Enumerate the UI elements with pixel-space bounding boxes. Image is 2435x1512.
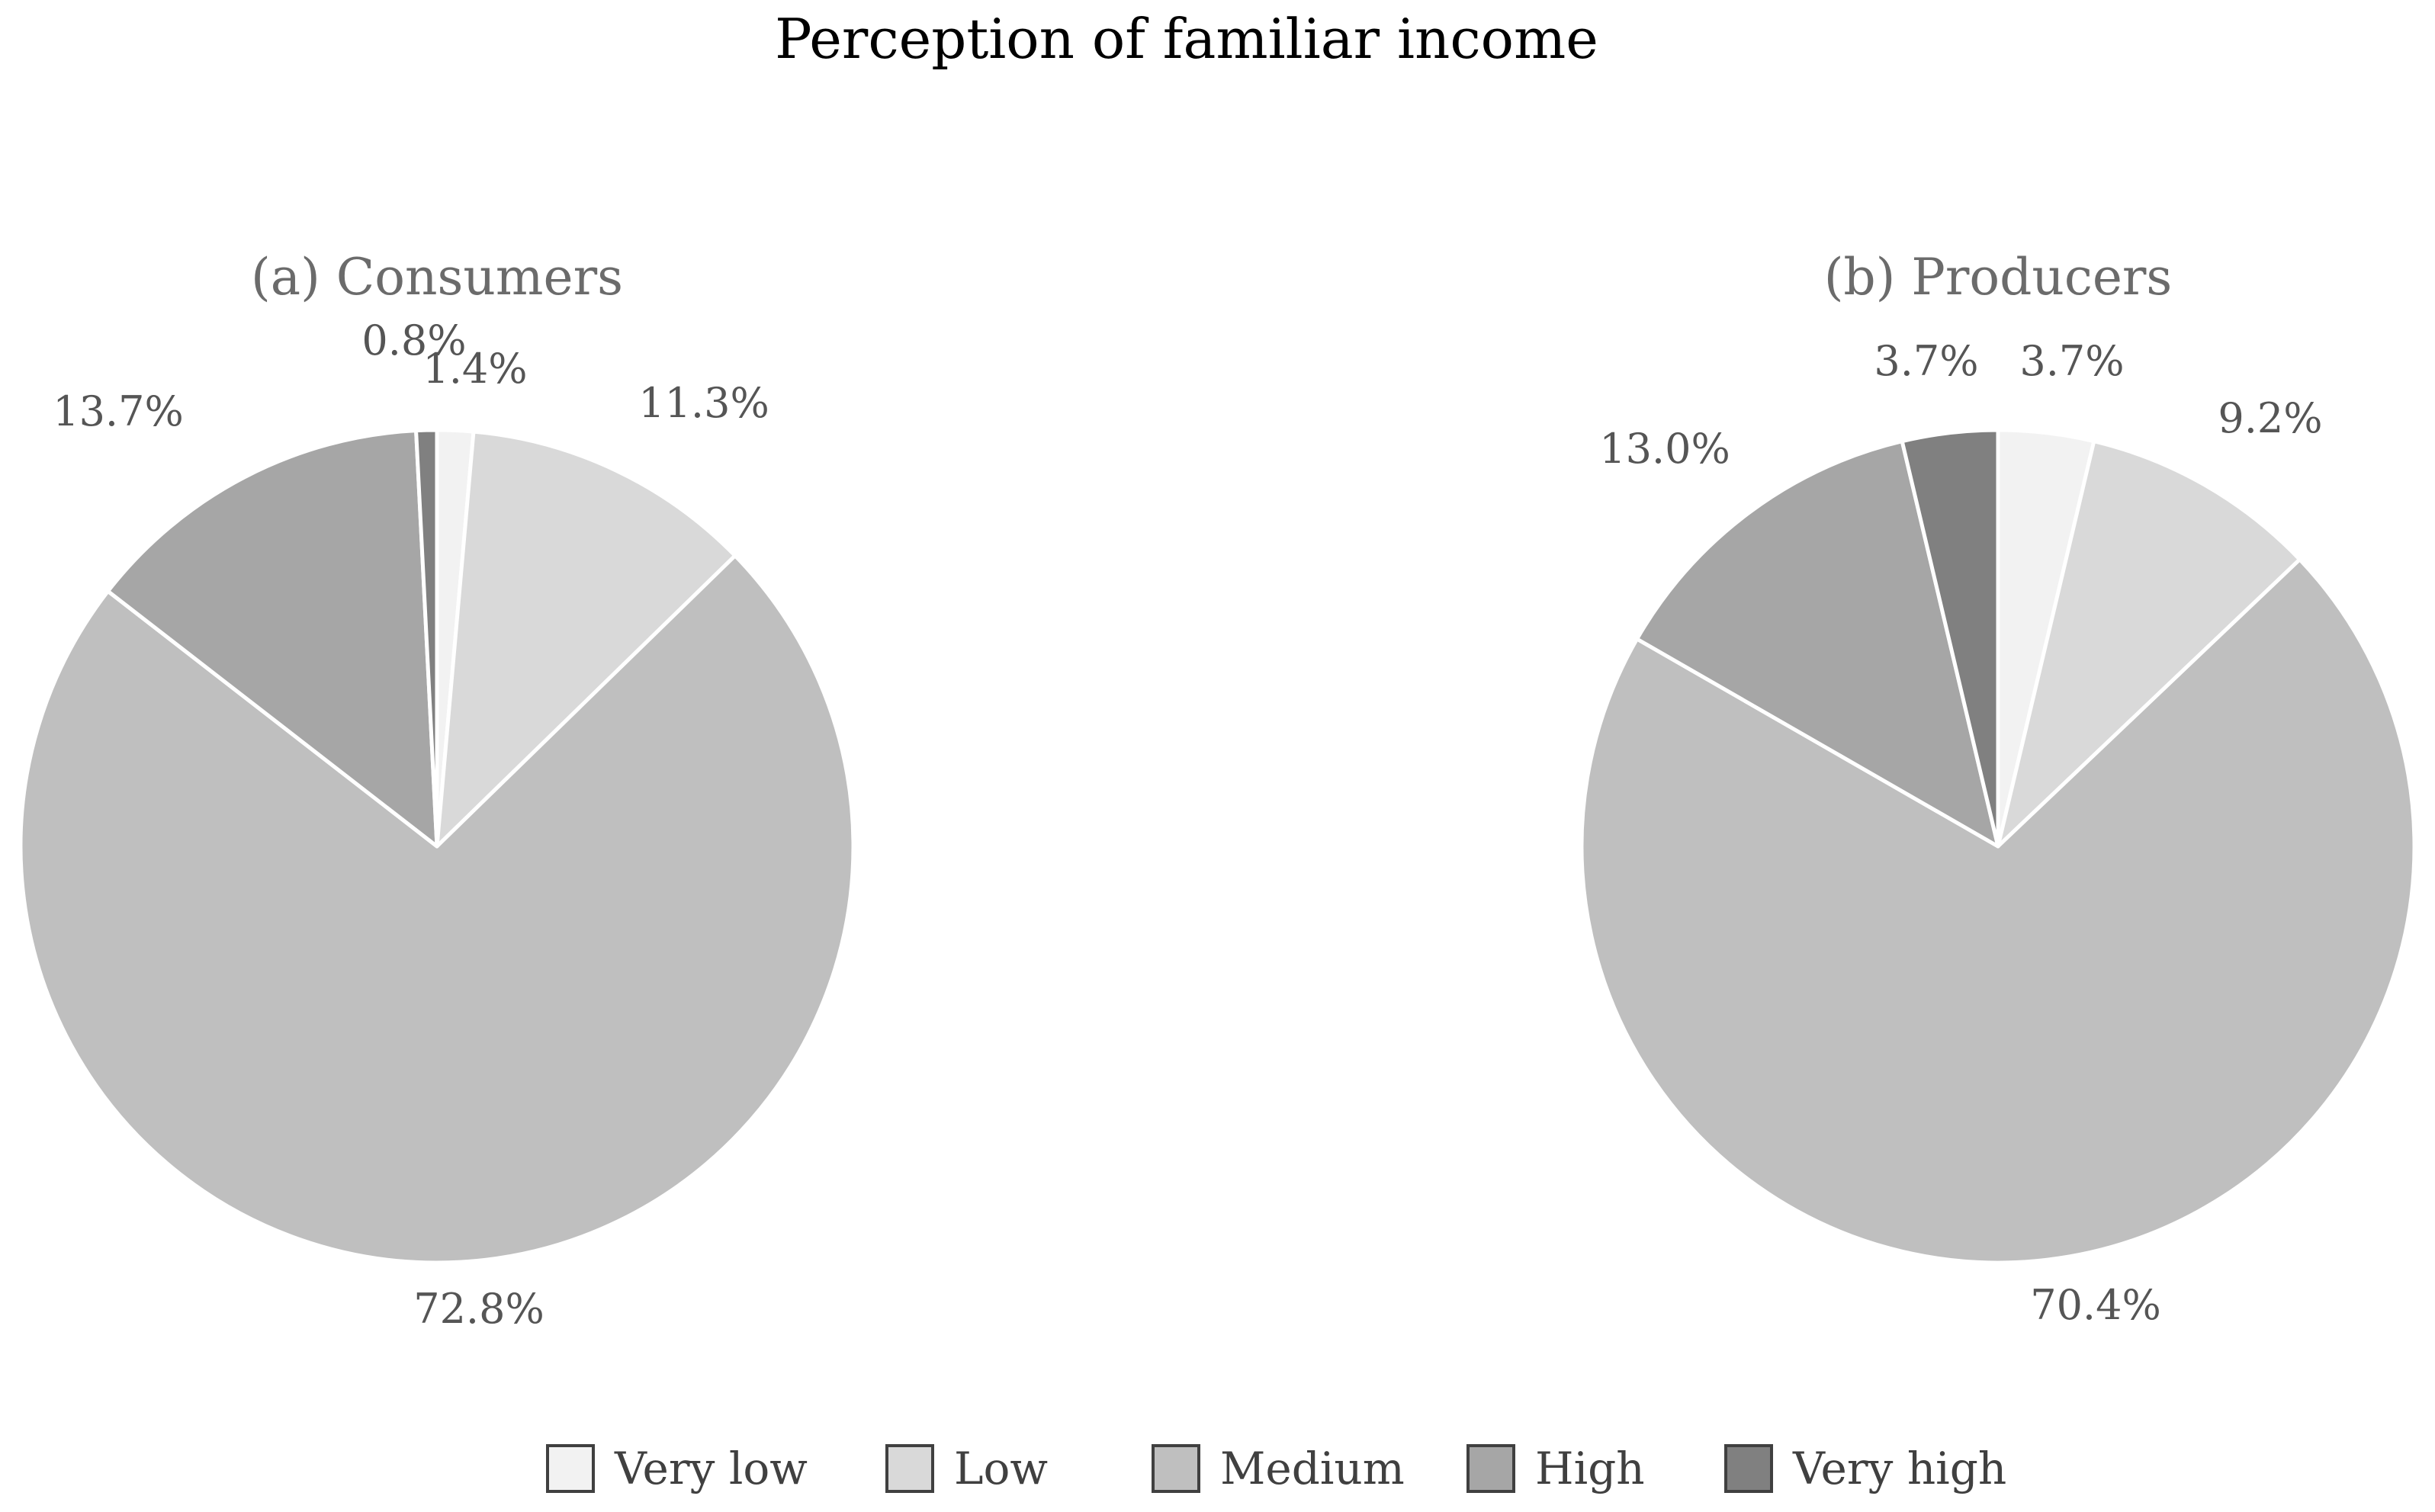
pie-producers-slices — [1579, 428, 2417, 1265]
legend-label-low: Low — [954, 1443, 1048, 1494]
legend-swatch-medium — [1152, 1444, 1200, 1493]
legend-swatch-high — [1466, 1444, 1515, 1493]
pie-producers-slice-low — [1996, 439, 2302, 849]
pie-consumers-slice-medium — [18, 554, 856, 1265]
pie-producers-labels: 3.7% 9.2% 70.4% 13.0% 3.7% — [1599, 337, 2322, 1329]
legend-label-medium: Medium — [1220, 1443, 1405, 1494]
pie-producers-slice-high — [1635, 439, 2000, 849]
legend-label-very-high: Very high — [1792, 1443, 2006, 1494]
pie-consumers-slice-very-high — [414, 428, 439, 849]
legend-swatch-very-low — [546, 1444, 595, 1493]
legend-label-high: High — [1535, 1443, 1645, 1494]
pie-consumers-labels: 1.4% 11.3% 72.8% 13.7% 0.8% — [53, 316, 769, 1333]
pie-producers-label-high: 13.0% — [1599, 425, 1730, 473]
pie-producers-slice-medium — [1579, 557, 2417, 1265]
pie-producers-label-very-high: 3.7% — [1874, 337, 1978, 385]
pie-consumers-label-medium: 72.8% — [413, 1285, 545, 1333]
pie-consumers-slice-high — [106, 429, 439, 849]
chart-legend: Very low Low Medium High Very high — [546, 1443, 2006, 1494]
pie-consumers: (a) Consumers 1.4% 11.3% 72.8% 13.7% 0.8% — [18, 248, 856, 1333]
pie-consumers-slices — [18, 428, 856, 1265]
pie-consumers-label-high: 13.7% — [53, 387, 184, 435]
legend-swatch-low — [885, 1444, 934, 1493]
pie-consumers-label-low: 11.3% — [638, 379, 769, 427]
pie-consumers-label-very-low: 1.4% — [422, 345, 527, 393]
pie-producers-label-medium: 70.4% — [2030, 1281, 2161, 1329]
pie-producers-label-low: 9.2% — [2218, 394, 2322, 442]
pie-consumers-slice-low — [435, 429, 737, 849]
pie-producers-label-very-low: 3.7% — [2019, 337, 2124, 385]
legend-swatch-very-high — [1724, 1444, 1773, 1493]
pie-consumers-subtitle: (a) Consumers — [251, 248, 623, 307]
legend-label-very-low: Very low — [614, 1443, 808, 1494]
pie-producers-subtitle: (b) Producers — [1824, 248, 2173, 307]
pie-producers: (b) Producers 3.7% 9.2% 70.4% 13.0% 3.7% — [1579, 248, 2417, 1329]
chart-title: Perception of familiar income — [775, 7, 1598, 71]
pie-producers-slice-very-high — [1900, 428, 2000, 849]
pie-consumers-label-very-high: 0.8% — [361, 316, 466, 364]
